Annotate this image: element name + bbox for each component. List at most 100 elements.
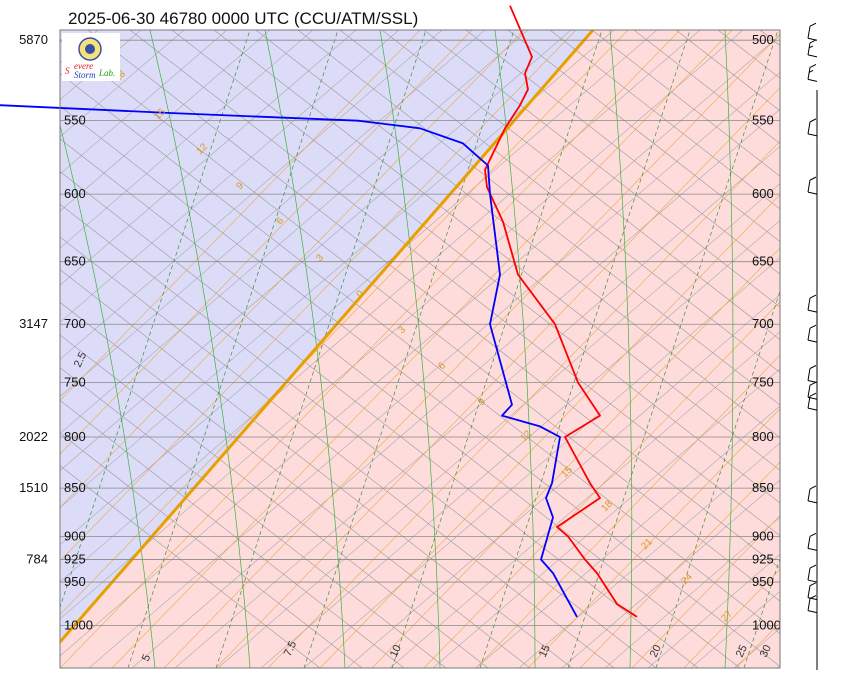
- dry-adiabat-line: [381, 30, 780, 341]
- dry-adiabat-line: [255, 30, 780, 439]
- dry-adiabat-line: [60, 203, 657, 668]
- wind-barb-flag: [809, 485, 817, 490]
- wind-barb: [807, 392, 818, 411]
- wind-barb-flag: [809, 22, 817, 27]
- wind-barb-shaft: [807, 191, 818, 195]
- isotherm-label: 5: [140, 653, 153, 664]
- wind-barb-flag: [809, 63, 817, 68]
- wind-barb-shaft: [807, 133, 818, 137]
- wind-barb: [807, 39, 818, 58]
- isotherm-line: [60, 30, 744, 620]
- pressure-label-right: 700: [752, 316, 774, 331]
- wind-barb-staff: [807, 368, 811, 381]
- isotherm-line: [60, 30, 228, 175]
- dry-adiabat-line: [60, 367, 447, 668]
- wind-barb-staff: [807, 67, 811, 80]
- wind-barb-shaft: [807, 339, 818, 343]
- logo-text-severe: evere: [74, 61, 93, 71]
- wind-barb-half-flag: [808, 69, 814, 73]
- wind-barb-half-flag: [808, 45, 814, 49]
- wind-barb-shaft: [807, 610, 818, 614]
- pressure-label-left: 1000: [64, 617, 93, 632]
- moist-adiabat-curve: [60, 665, 61, 668]
- wind-barb-staff: [807, 536, 811, 549]
- pressure-label-left: 925: [64, 552, 86, 567]
- isotherm-line: [60, 30, 314, 249]
- wind-barb-shaft: [807, 309, 818, 313]
- isotherm-line: [88, 71, 780, 668]
- pressure-label-left: 800: [64, 429, 86, 444]
- wind-barb: [807, 176, 818, 195]
- wind-barb-flag: [809, 392, 817, 397]
- isotherm-line: [260, 220, 780, 668]
- pressure-label-right: 500: [752, 32, 774, 47]
- pressure-label-right: 650: [752, 254, 774, 269]
- dry-adiabat-line: [60, 105, 780, 667]
- wind-barb-staff: [807, 298, 811, 311]
- wind-barb-flag: [809, 118, 817, 123]
- height-label: 1510: [19, 480, 48, 495]
- pressure-label-right: 950: [752, 574, 774, 589]
- dry-adiabat-line: [87, 30, 780, 569]
- isotherm-line: [389, 331, 780, 668]
- dry-adiabat-line: [465, 30, 780, 275]
- wind-barb-staff: [807, 598, 811, 611]
- wind-barb-staff: [807, 26, 811, 39]
- wind-barbs: [807, 22, 818, 614]
- wind-barb-flag: [809, 176, 817, 181]
- isotherm-label: 20: [648, 643, 664, 659]
- pressure-label-right: 600: [752, 186, 774, 201]
- wind-barb-shaft: [807, 579, 818, 583]
- moist-adiabat-line: [60, 30, 629, 615]
- wind-barb-staff: [807, 567, 811, 581]
- pressure-label-left: 600: [64, 186, 86, 201]
- isotherm-line: [776, 665, 780, 668]
- isotherm-label: 7.5: [282, 639, 299, 658]
- wind-barb-staff: [807, 328, 811, 341]
- wind-barb-shaft: [807, 78, 818, 82]
- logo-text-storm: Storm: [74, 70, 96, 80]
- wind-barb-staff: [807, 121, 811, 134]
- wind-barb: [807, 381, 818, 400]
- moist-adiabat-line: [60, 30, 421, 401]
- dry-adiabat-line: [549, 30, 780, 210]
- wind-barb-shaft: [807, 500, 818, 504]
- wind-barb: [807, 564, 818, 583]
- dry-adiabat-line: [297, 30, 780, 406]
- dry-adiabat-line: [60, 432, 363, 668]
- wind-barb-flag: [809, 294, 817, 299]
- moist-adiabat-curve: [60, 123, 156, 668]
- isotherm-line: [0, 30, 12, 668]
- height-label: 2022: [19, 429, 48, 444]
- isotherm-label: 2.5: [72, 350, 89, 369]
- wind-barb: [807, 532, 818, 551]
- moist-adiabat-line: [163, 33, 780, 668]
- isotherm-label: 30: [758, 643, 774, 659]
- moist-adiabat-line: [631, 515, 780, 668]
- sounding-series: [0, 5, 638, 618]
- wind-barb-staff: [807, 396, 811, 409]
- dry-adiabat-line: [507, 30, 780, 243]
- isotherm-line: [60, 30, 615, 509]
- moist-adiabat-curve: [149, 30, 251, 668]
- logo: S evere Storm Lab.: [62, 33, 120, 81]
- isotherm-label: 15: [537, 643, 553, 659]
- moist-adiabat-line: [423, 301, 780, 668]
- wind-barb: [807, 22, 818, 41]
- wind-barb: [807, 324, 818, 343]
- dry-adiabat-line: [171, 30, 780, 504]
- logo-text-s: S: [65, 66, 70, 76]
- moist-adiabat-line: [60, 30, 577, 562]
- dewpoint-line: [0, 104, 578, 618]
- pressure-label-right: 900: [752, 528, 774, 543]
- moist-adiabat-line: [319, 194, 780, 668]
- wind-barb-flag: [809, 365, 817, 369]
- moist-adiabat-line: [579, 461, 780, 668]
- wind-barb-shaft: [807, 597, 818, 601]
- wind-barb-staff: [807, 488, 811, 502]
- pressure-label-left: 850: [64, 480, 86, 495]
- dry-adiabat-line: [423, 30, 780, 308]
- moist-adiabat-curve: [379, 30, 441, 668]
- isotherm-line: [131, 108, 780, 668]
- dry-adiabat-line: [339, 30, 780, 373]
